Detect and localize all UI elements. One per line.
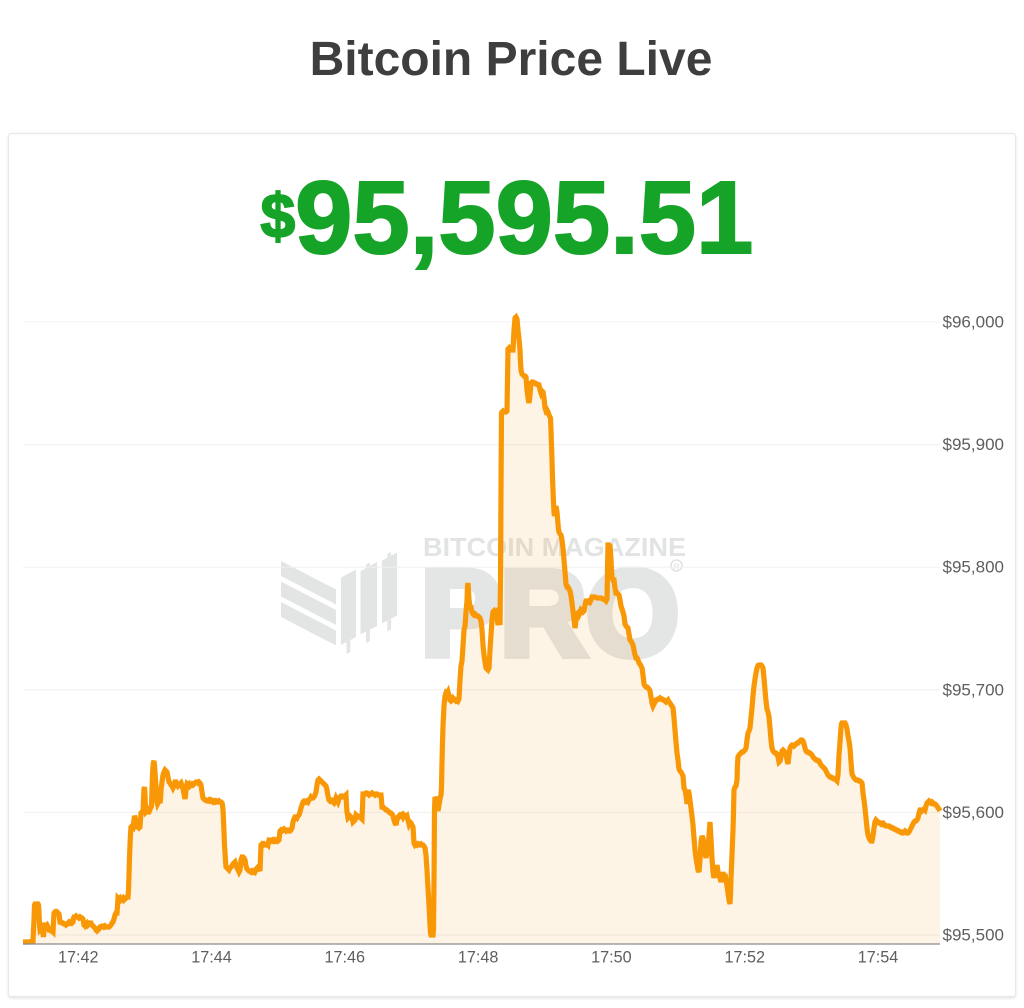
- svg-text:17:46: 17:46: [325, 949, 366, 967]
- svg-text:17:44: 17:44: [191, 949, 232, 967]
- svg-text:17:42: 17:42: [58, 949, 99, 967]
- svg-text:17:54: 17:54: [858, 949, 899, 967]
- svg-text:$96,000: $96,000: [943, 314, 1005, 332]
- svg-text:BITCOIN MAGAZINE: BITCOIN MAGAZINE: [423, 532, 686, 562]
- svg-text:17:48: 17:48: [458, 949, 499, 967]
- svg-text:$95,900: $95,900: [943, 436, 1005, 454]
- svg-text:$95,700: $95,700: [943, 681, 1005, 699]
- svg-text:$95,595.51: $95,595.51: [261, 160, 754, 275]
- svg-text:$95,500: $95,500: [943, 927, 1005, 945]
- svg-text:$95,600: $95,600: [943, 804, 1005, 822]
- svg-text:17:52: 17:52: [724, 949, 765, 967]
- svg-text:Bitcoin Price Live: Bitcoin Price Live: [310, 33, 713, 86]
- svg-text:17:50: 17:50: [591, 949, 632, 967]
- svg-text:$95,800: $95,800: [943, 559, 1005, 577]
